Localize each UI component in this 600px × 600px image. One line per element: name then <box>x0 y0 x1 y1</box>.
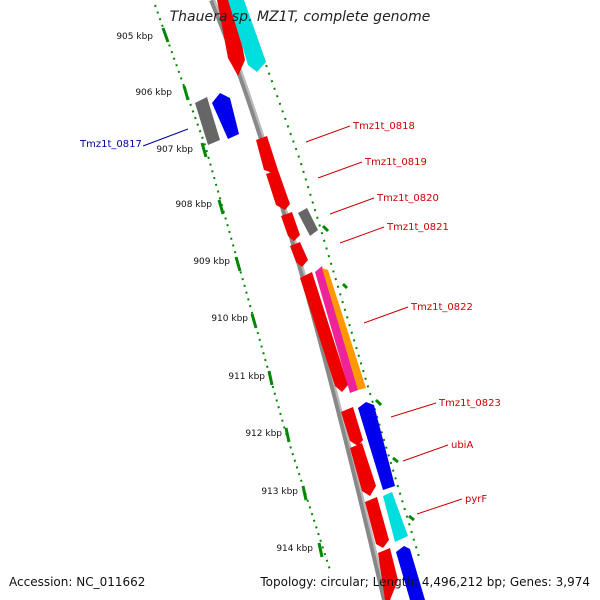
gene-cds <box>365 497 389 548</box>
outer-dotted-line <box>249 19 421 561</box>
leader-line <box>329 197 375 215</box>
outer-strand-genes <box>212 0 425 600</box>
ruler-tick <box>217 199 225 215</box>
ruler-label: 911 kbp <box>228 372 265 382</box>
ruler-tick <box>284 427 291 443</box>
gene-label: Tmz1t_0818 <box>352 121 415 132</box>
gene-cds <box>298 208 318 236</box>
genome-summary-text: Topology: circular; Length: 4,496,212 bp… <box>260 575 590 589</box>
gene-label: Tmz1t_0823 <box>438 398 501 409</box>
leader-line <box>390 402 437 418</box>
ruler-tick <box>182 85 190 101</box>
gene-cds <box>256 136 278 173</box>
ruler-tick <box>250 313 258 329</box>
gene-cds <box>300 272 348 392</box>
ruler-label: 908 kbp <box>175 200 212 210</box>
ruler-label: 913 kbp <box>261 487 298 497</box>
gene-cds <box>341 407 363 446</box>
ruler-label: 910 kbp <box>211 314 248 324</box>
ruler-tick <box>161 27 170 43</box>
genome-backbone <box>209 0 388 600</box>
gene-cds <box>358 402 395 490</box>
ruler-tick <box>234 256 242 272</box>
gene-cds <box>378 548 398 600</box>
ruler-tick <box>267 370 274 386</box>
leader-line <box>339 226 385 244</box>
ruler-tick <box>317 542 324 558</box>
outer-tick <box>374 398 383 407</box>
outer-tick <box>341 282 349 290</box>
ruler-tick <box>200 142 208 158</box>
kbp-ruler <box>154 4 331 571</box>
gene-label: Tmz1t_0817 <box>79 139 142 150</box>
gene-cds <box>217 0 245 76</box>
page-title: Thauera sp. MZ1T, complete genome <box>169 9 431 25</box>
leader-line <box>317 161 363 179</box>
leader-line <box>416 498 463 515</box>
outer-tick <box>321 224 330 233</box>
ruler-tick <box>301 485 308 501</box>
gene-cds <box>228 0 266 72</box>
gene-cds <box>350 443 376 496</box>
ruler-label: 907 kbp <box>156 145 193 155</box>
inner-strand-genes <box>195 0 398 600</box>
gene-cds <box>195 97 220 145</box>
gene-label: Tmz1t_0822 <box>410 302 473 313</box>
leader-line <box>142 128 189 147</box>
outer-tick <box>408 514 415 522</box>
gene-cds <box>322 268 366 390</box>
gene-cds <box>212 93 239 139</box>
gene-label: Tmz1t_0819 <box>364 157 427 168</box>
ruler-dotted-line <box>154 4 331 571</box>
gene-cds <box>315 266 358 393</box>
gene-label: pyrF <box>465 494 487 505</box>
gene-label: ubiA <box>451 440 473 451</box>
ruler-label: 906 kbp <box>135 88 172 98</box>
accession-text: Accession: NC_011662 <box>9 575 146 589</box>
ruler-label: 905 kbp <box>116 32 153 42</box>
ruler-label: 914 kbp <box>276 544 313 554</box>
ruler-label: 909 kbp <box>193 257 230 267</box>
gene-label: Tmz1t_0820 <box>376 193 439 204</box>
gene-cds <box>266 170 290 210</box>
label-leaders <box>142 125 463 515</box>
gene-cds <box>383 492 408 542</box>
gene-cds <box>396 546 425 600</box>
gene-label: Tmz1t_0821 <box>386 222 449 233</box>
leader-line <box>402 444 449 462</box>
leader-line <box>305 125 351 143</box>
gene-cds <box>290 242 308 267</box>
gene-cds <box>281 212 300 241</box>
outer-tick <box>392 456 399 464</box>
ruler-label: 912 kbp <box>245 429 282 439</box>
leader-line <box>363 306 409 324</box>
